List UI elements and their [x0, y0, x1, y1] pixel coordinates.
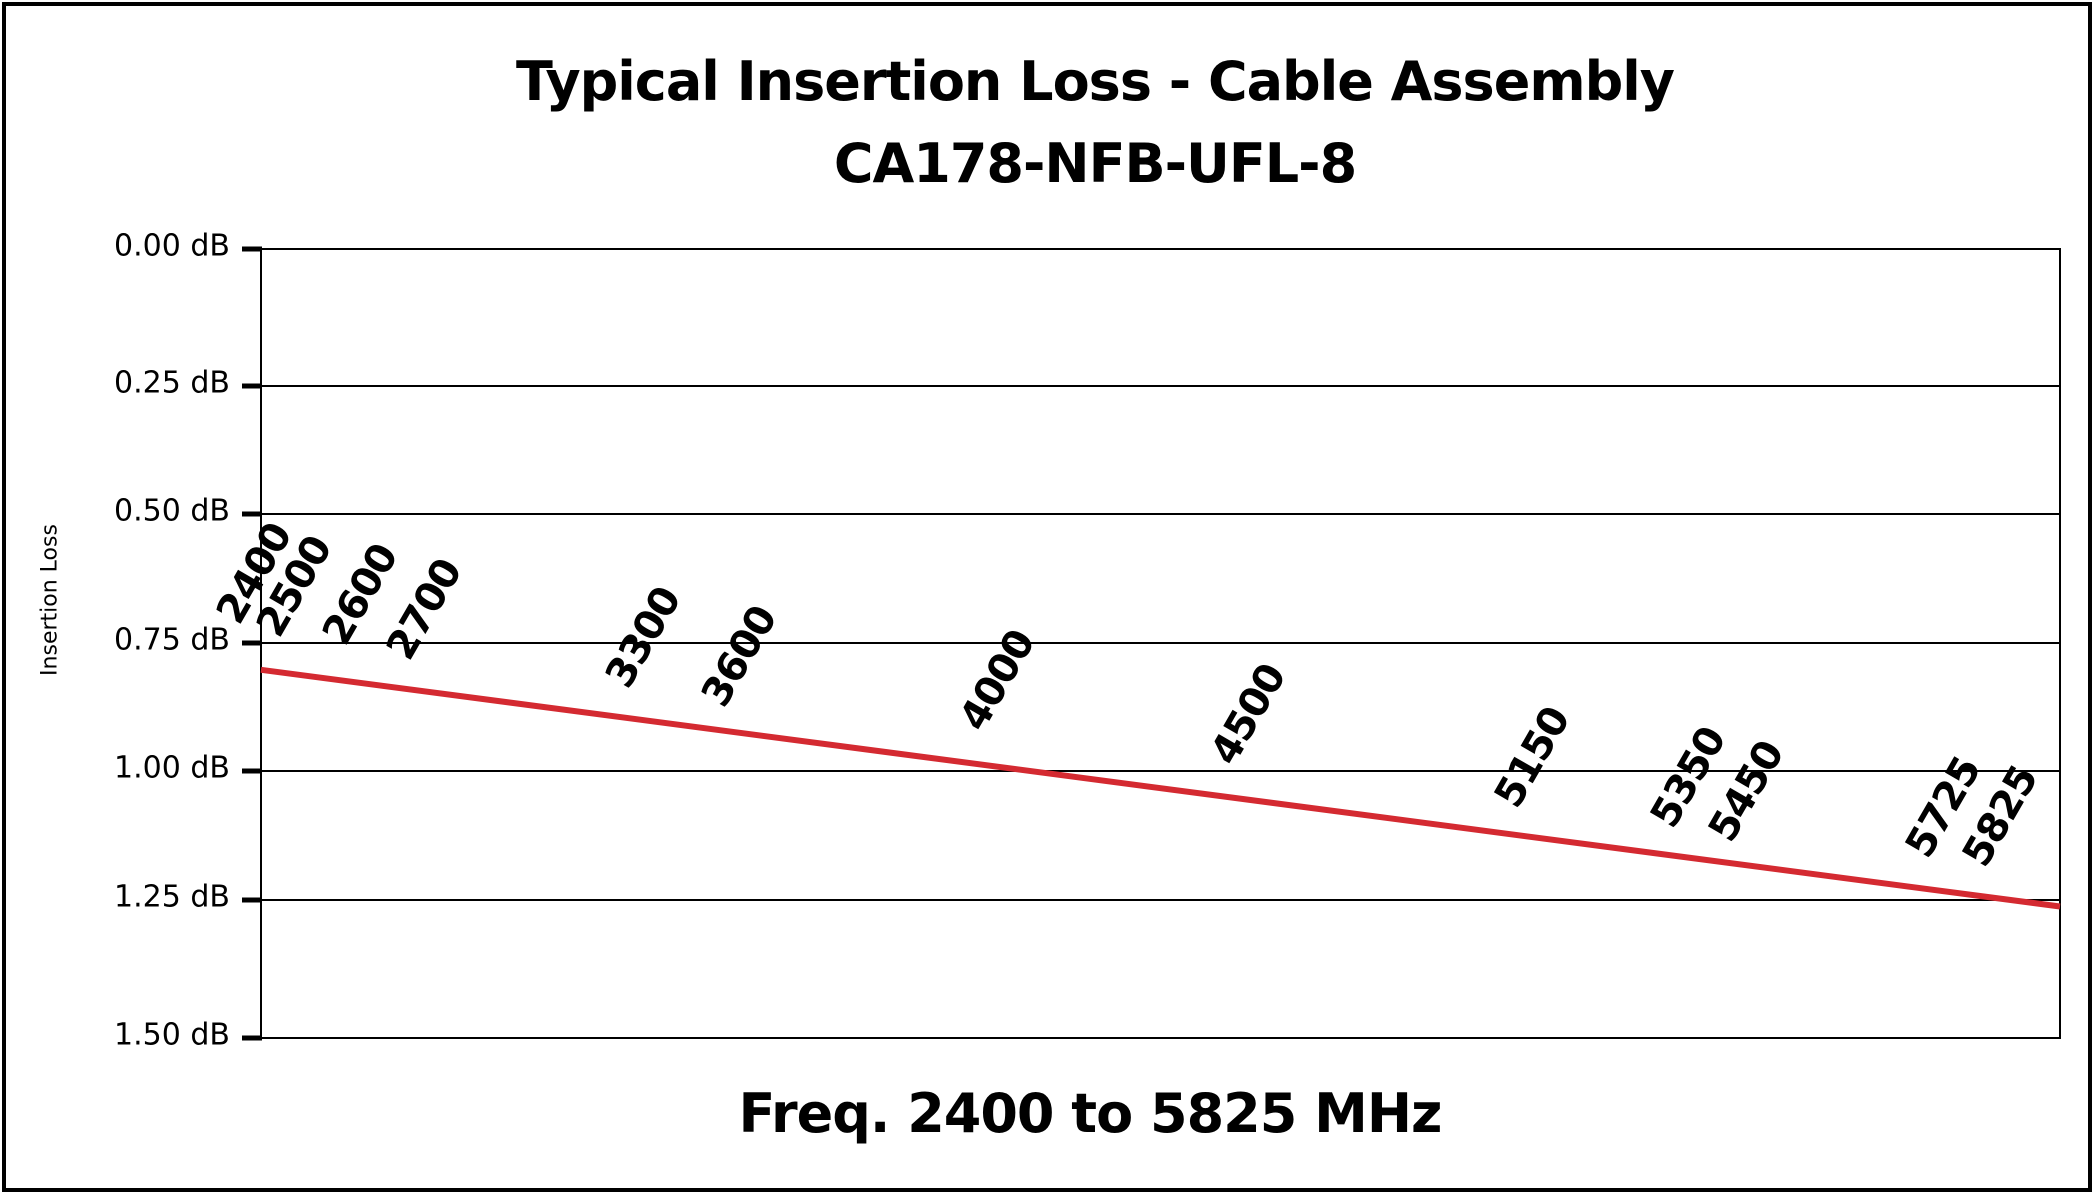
y-tick-label: 0.75 dB [114, 622, 230, 658]
y-tick-label: 1.00 dB [114, 750, 230, 786]
y-tick-label: 0.50 dB [114, 493, 230, 529]
gridlines [242, 246, 2060, 1041]
y-tick-label: 0.00 dB [114, 228, 230, 264]
chart-title: Typical Insertion Loss - Cable Assembly [516, 50, 1675, 113]
y-tick-label: 1.50 dB [114, 1017, 230, 1053]
x-axis-label: Freq. 2400 to 5825 MHz [738, 1082, 1443, 1145]
insertion-loss-line [260, 666, 2061, 910]
y-tick-label: 0.25 dB [114, 365, 230, 401]
plot-border [260, 248, 2061, 1039]
y-tick-label: 1.25 dB [114, 879, 230, 915]
chart-subtitle: CA178-NFB-UFL-8 [833, 132, 1357, 195]
